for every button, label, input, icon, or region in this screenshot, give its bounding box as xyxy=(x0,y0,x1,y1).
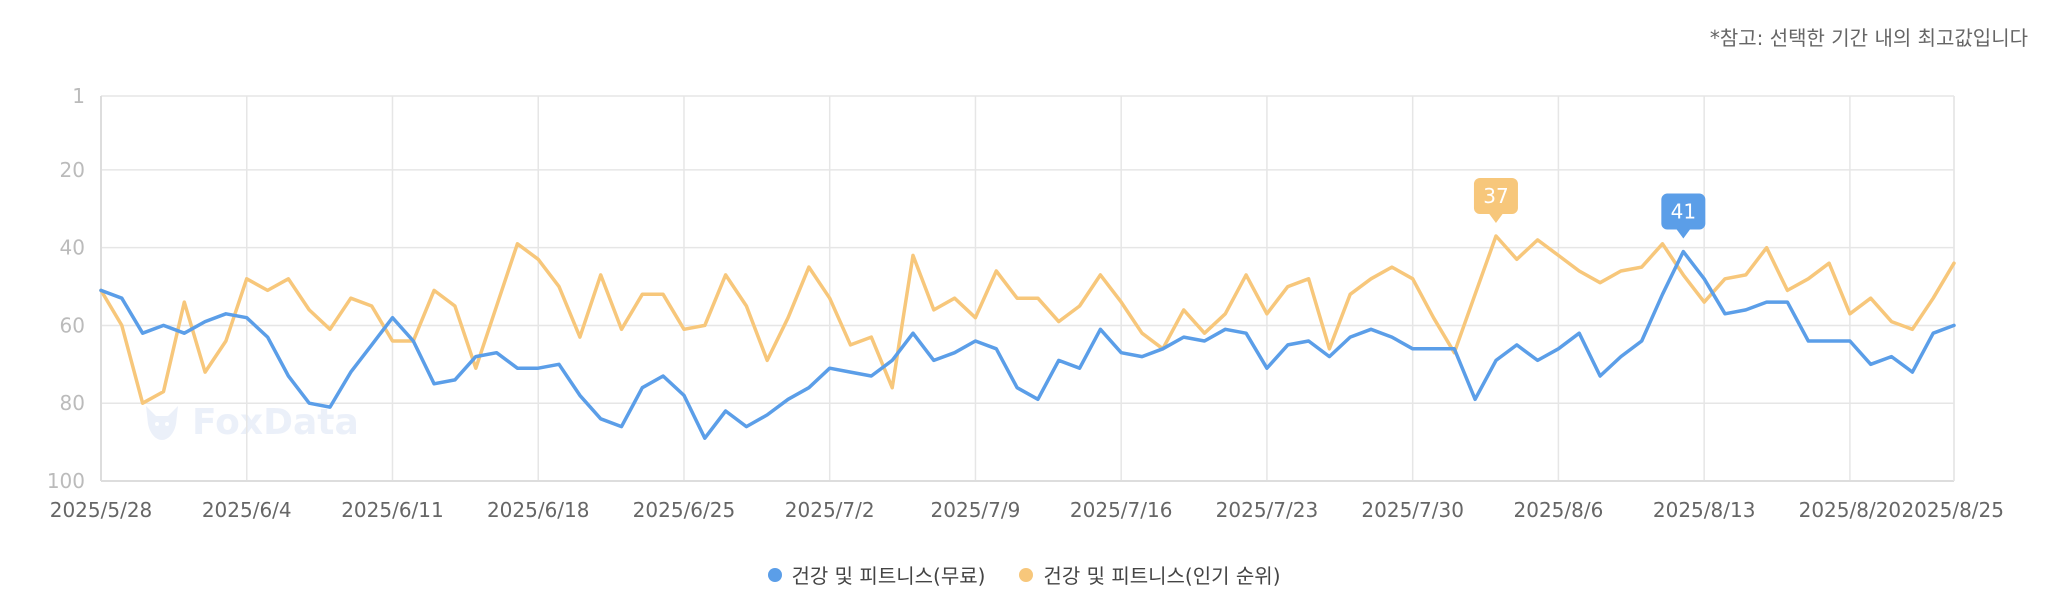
x-tick-label: 2025/7/23 xyxy=(1216,498,1319,522)
y-tick-label: 60 xyxy=(60,313,85,337)
fox-logo-icon xyxy=(146,406,178,440)
chart-note: *참고: 선택한 기간 내의 최고값입니다 xyxy=(1709,26,2028,50)
peak-label-free: 41 xyxy=(1661,193,1706,239)
series-line-popular xyxy=(99,234,1956,405)
series-line-free xyxy=(99,249,1956,440)
x-tick-label: 2025/7/30 xyxy=(1361,498,1464,522)
peak-label-text: 37 xyxy=(1483,184,1508,208)
x-tick-label: 2025/8/6 xyxy=(1514,498,1604,522)
peak-label-popular: 37 xyxy=(1473,178,1518,223)
chart-grid xyxy=(100,95,1955,482)
x-axis-ticks: 2025/5/28 2025/6/4 2025/6/11 2025/6/18 2025/… xyxy=(50,498,2004,522)
y-tick-label: 1 xyxy=(72,84,85,108)
y-tick-label: 80 xyxy=(60,391,85,415)
peak-label-box xyxy=(1473,178,1518,214)
x-tick-label: 2025/7/2 xyxy=(785,498,875,522)
y-tick-label: 20 xyxy=(60,158,85,182)
y-tick-label: 40 xyxy=(60,236,85,260)
x-tick-label: 2025/5/28 xyxy=(50,498,153,522)
y-axis-ticks: 1 20 40 60 80 100 xyxy=(47,84,85,493)
x-tick-label: 2025/8/20 xyxy=(1799,498,1902,522)
x-tick-label: 2025/8/25 xyxy=(1901,498,2004,522)
chart-legend: 건강 및 피트니스(무료) 건강 및 피트니스(인기 순위) xyxy=(0,560,2048,589)
peak-labels: 37 41 xyxy=(1473,178,1706,239)
peak-label-box xyxy=(1661,193,1706,230)
legend-item-free[interactable]: 건강 및 피트니스(무료) xyxy=(767,560,986,589)
x-tick-label: 2025/6/25 xyxy=(633,498,736,522)
y-tick-label: 100 xyxy=(47,469,85,493)
x-tick-label: 2025/8/13 xyxy=(1653,498,1756,522)
legend-dot-popular xyxy=(1019,567,1034,582)
x-tick-label: 2025/7/9 xyxy=(931,498,1021,522)
legend-item-popular[interactable]: 건강 및 피트니스(인기 순위) xyxy=(1019,560,1281,589)
x-tick-label: 2025/7/16 xyxy=(1070,498,1173,522)
x-tick-label: 2025/6/18 xyxy=(487,498,590,522)
legend-dot-free xyxy=(767,567,782,582)
peak-label-text: 41 xyxy=(1671,200,1696,224)
series-lines xyxy=(99,234,1956,440)
peak-label-pointer xyxy=(1488,213,1503,223)
legend-label-popular: 건강 및 피트니스(인기 순위) xyxy=(1043,564,1281,588)
x-tick-label: 2025/6/11 xyxy=(341,498,444,522)
x-tick-label: 2025/6/4 xyxy=(202,498,292,522)
legend-label-free: 건강 및 피트니스(무료) xyxy=(791,564,986,588)
peak-label-pointer xyxy=(1676,229,1691,239)
